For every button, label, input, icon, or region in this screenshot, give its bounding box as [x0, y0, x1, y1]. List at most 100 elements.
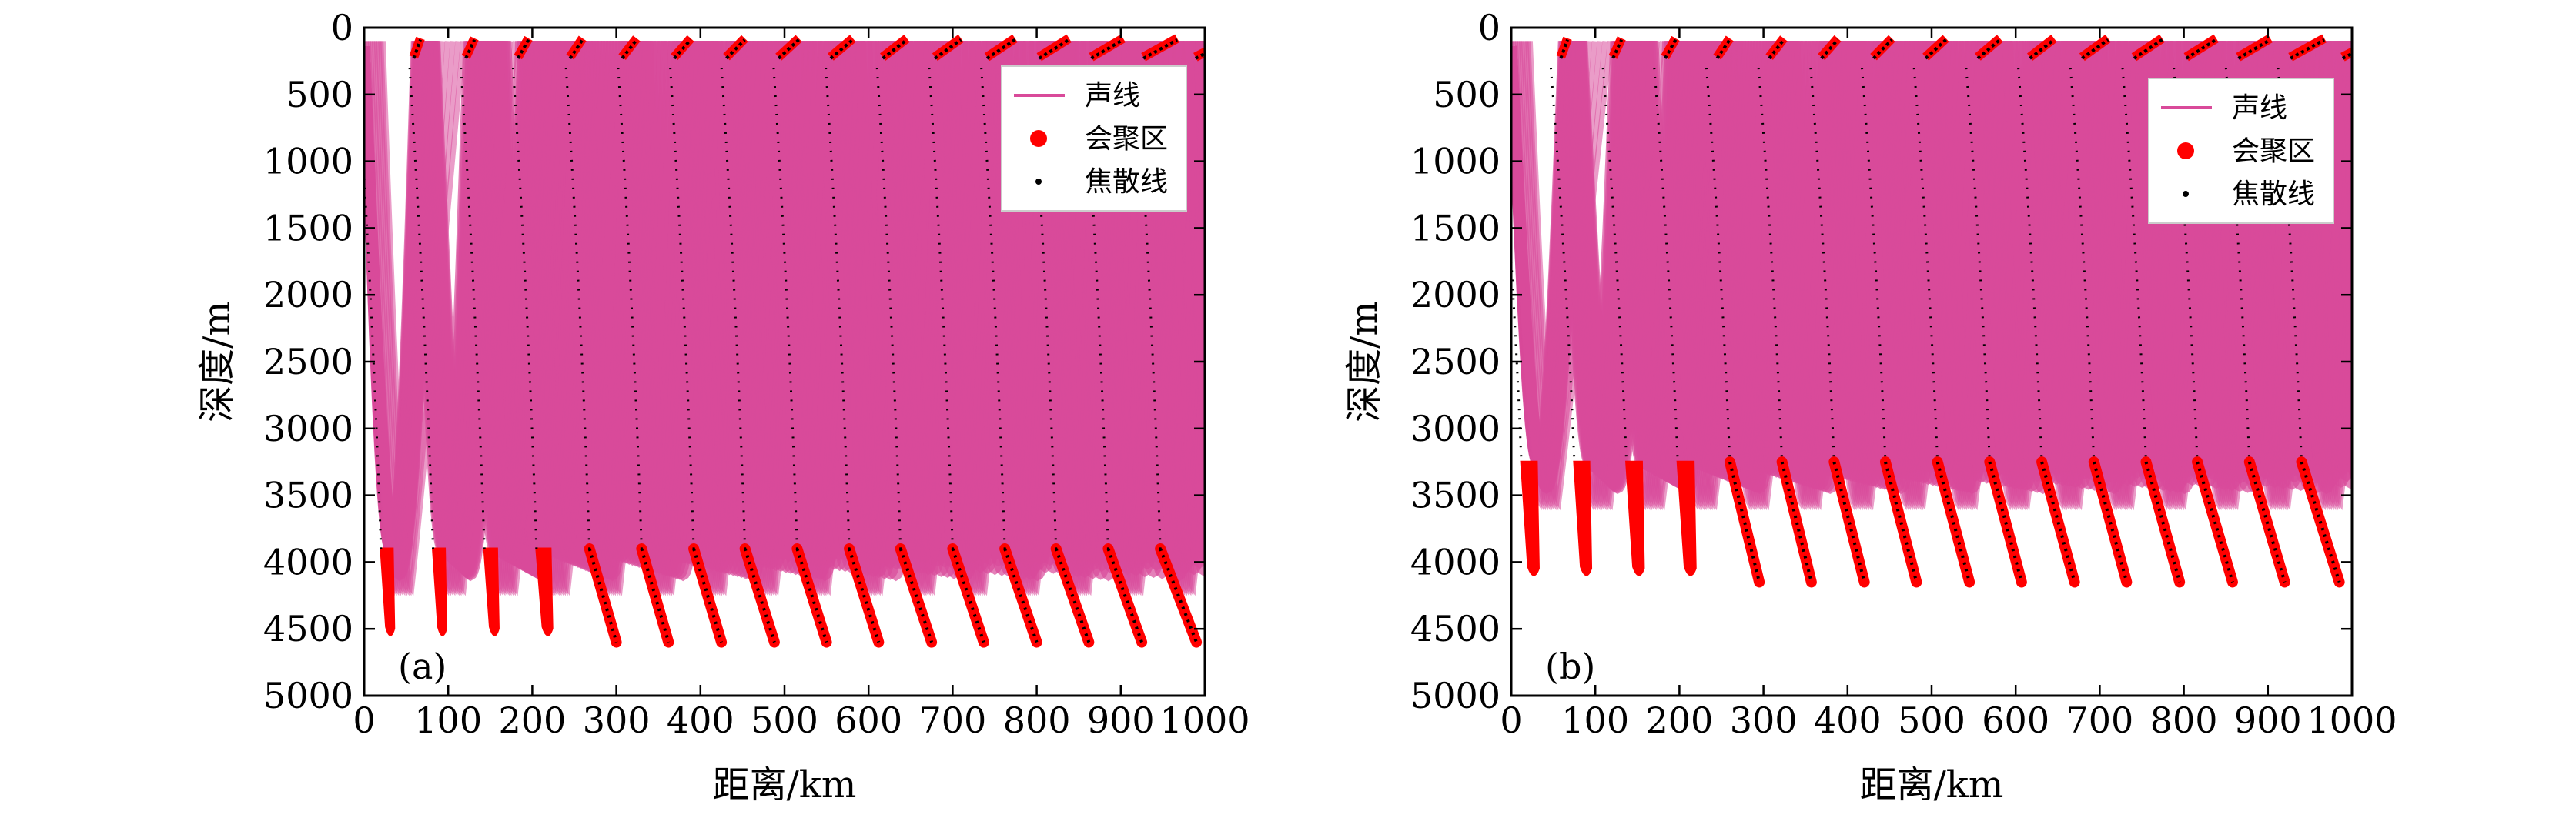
caustic-mark — [673, 38, 692, 60]
y-tick-label: 1000 — [263, 141, 353, 182]
ray-line — [1197, 41, 1205, 242]
ray-line — [1211, 41, 1282, 589]
ray-line — [2360, 41, 2434, 502]
x-tick-label: 200 — [498, 699, 566, 741]
x-tick-label: 100 — [1561, 699, 1629, 741]
ray-line — [2362, 41, 2439, 502]
y-tick-label: 4500 — [1410, 608, 1500, 649]
caustic-line — [2300, 461, 2341, 583]
caustic-mark — [621, 38, 638, 60]
caustic-line — [2196, 461, 2234, 583]
y-tick-label: 4500 — [263, 608, 353, 649]
x-tick-label: 900 — [2234, 699, 2302, 741]
caustic-line — [720, 67, 747, 549]
y-tick-label: 4000 — [1410, 541, 1500, 583]
x-axis-label: 距离/km — [713, 763, 857, 806]
caustic-mark — [1924, 38, 1947, 60]
x-tick-label: 0 — [353, 699, 375, 741]
ray-line — [2406, 41, 2471, 502]
ray-line — [1263, 41, 1333, 589]
caustic-line — [1031, 67, 1058, 549]
caustic-mark — [1768, 38, 1785, 60]
y-tick-label: 1500 — [1410, 207, 1500, 249]
caustic-line — [669, 67, 695, 549]
caustic-mark — [2341, 52, 2352, 60]
x-tick-label: 800 — [1003, 699, 1071, 741]
y-tick-label: 2500 — [1410, 341, 1500, 382]
convergence-zone — [1879, 456, 1922, 588]
caustic-line — [511, 67, 538, 549]
convergence-zone — [1573, 460, 1593, 576]
caustic-mark — [2081, 38, 2109, 60]
convergence-zone — [535, 547, 554, 636]
ray-line — [2309, 41, 2352, 511]
caustic-line — [2144, 461, 2182, 583]
caustic-line — [743, 548, 776, 643]
legend-entry-label: 声线 — [1085, 80, 1140, 112]
caustic-line — [980, 67, 1006, 549]
caustic-mark — [568, 38, 584, 60]
y-tick-label: 4000 — [263, 541, 353, 583]
ray-line — [1217, 41, 1297, 589]
y-tick-label: 5000 — [263, 675, 353, 716]
y-tick-label: 3000 — [263, 408, 353, 449]
caustic-line — [460, 67, 486, 549]
x-tick-label: 600 — [1982, 699, 2049, 741]
legend-entry-label: 焦散线 — [2232, 179, 2315, 210]
convergence-zone — [1776, 456, 1817, 588]
caustic-line — [364, 157, 383, 549]
rays-layer — [364, 41, 1333, 596]
ray-line — [2356, 41, 2424, 502]
chart-panel-b: 0 100 200 300 400 500 600 700 800 900 100005001000… — [1343, 7, 2491, 806]
ray-line — [1253, 41, 1308, 589]
ray-line — [1250, 41, 1303, 589]
convergence-zone — [1624, 460, 1645, 576]
caustic-line — [875, 67, 902, 549]
ray-line — [2350, 41, 2352, 68]
caustic-line — [928, 67, 954, 549]
y-axis-label: 深度/m — [1343, 301, 1386, 422]
caustic-line — [951, 548, 985, 643]
caustic-line — [617, 67, 643, 549]
caustic-mark — [2447, 40, 2486, 58]
caustic-line — [772, 67, 798, 549]
y-tick-label: 500 — [1433, 74, 1500, 115]
ray-line — [2410, 41, 2481, 502]
x-tick-label: 1000 — [2307, 699, 2397, 741]
legend-entry-label: 声线 — [2232, 92, 2287, 124]
ray-line — [1215, 41, 1292, 589]
ray-line — [2414, 41, 2491, 502]
x-tick-label: 700 — [918, 699, 986, 741]
caustic-line — [1106, 548, 1143, 643]
caustic-mark — [1142, 38, 1179, 60]
x-axis-label: 距离/km — [1860, 763, 2004, 806]
caustic-line — [1136, 67, 1162, 549]
y-tick-label: 0 — [1478, 7, 1500, 48]
caustic-line — [587, 548, 618, 643]
surface-zone-mark — [2447, 38, 2486, 57]
x-tick-label: 700 — [2066, 699, 2133, 741]
legend-entry-label: 会聚区 — [1085, 123, 1168, 155]
surface-convergence-layer — [1556, 34, 2486, 62]
x-tick-label: 300 — [1730, 699, 1798, 741]
x-tick-label: 400 — [1814, 699, 1882, 741]
caustic-mark — [1194, 52, 1205, 60]
ray-line — [2408, 41, 2476, 502]
convergence-zone — [1984, 456, 2027, 588]
convergence-zone — [2036, 456, 2080, 588]
ray-line — [2400, 41, 2455, 502]
surface-zone-mark — [409, 36, 425, 59]
panel-label: (b) — [1545, 646, 1595, 687]
surface-zone-mark — [2395, 38, 2433, 57]
caustic-line — [825, 67, 851, 549]
caustic-mark — [777, 38, 800, 60]
x-tick-label: 200 — [1645, 699, 1713, 741]
caustic-line — [848, 548, 881, 643]
legend-entry-label: 焦散线 — [1085, 166, 1168, 198]
surface-zone-mark — [461, 36, 479, 59]
caustic-mark — [1976, 38, 2002, 60]
caustic-line — [692, 548, 724, 643]
ray-line — [1209, 41, 1276, 589]
x-tick-label: 0 — [1500, 699, 1522, 741]
